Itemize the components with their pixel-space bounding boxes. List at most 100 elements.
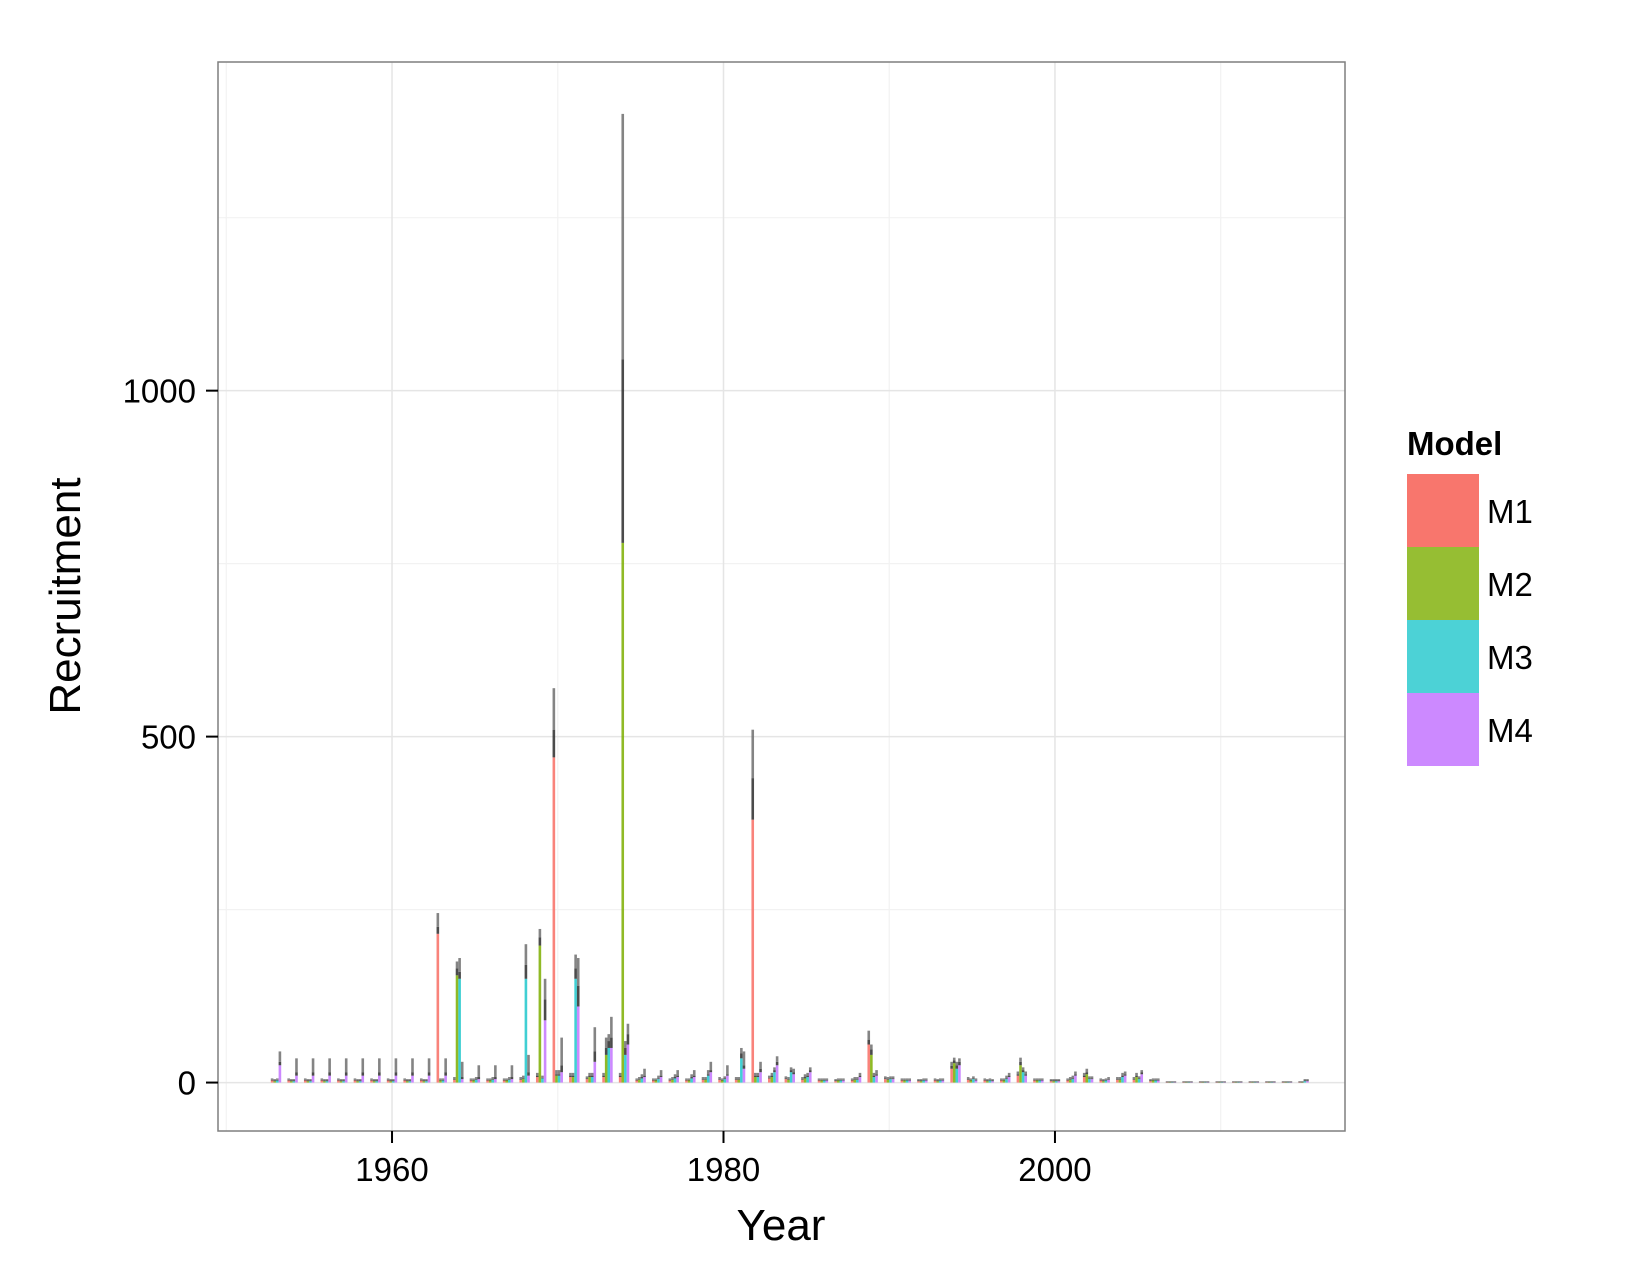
- bar-interval-upper: [950, 1061, 953, 1066]
- bar: [1121, 1077, 1124, 1083]
- bar-interval-lower: [358, 1080, 362, 1082]
- bar: [1052, 1081, 1055, 1083]
- bar: [590, 1077, 594, 1083]
- bar-interval-lower: [1019, 1061, 1022, 1066]
- bar-interval-upper: [825, 1078, 829, 1080]
- bar-interval-upper: [986, 1079, 989, 1081]
- bar: [353, 1080, 357, 1083]
- bar-interval-lower: [1035, 1079, 1039, 1081]
- bar-interval-upper: [1099, 1078, 1103, 1080]
- bar-interval-lower: [1000, 1079, 1003, 1081]
- bar-interval-upper: [1090, 1076, 1094, 1079]
- bar: [966, 1079, 970, 1083]
- bar-interval-upper: [571, 1072, 575, 1076]
- bar: [685, 1080, 688, 1083]
- bar-interval-upper: [618, 1072, 622, 1076]
- bar-interval-lower: [1157, 1079, 1160, 1081]
- bar-interval-upper: [671, 1077, 674, 1080]
- bar-interval-lower: [1033, 1079, 1036, 1081]
- bar-interval-lower: [687, 1079, 691, 1081]
- bar: [555, 1075, 558, 1083]
- bar-interval-upper: [472, 1078, 475, 1080]
- bar: [1040, 1080, 1044, 1083]
- bar-interval-lower: [1248, 1081, 1252, 1083]
- bar: [593, 1061, 597, 1083]
- bar-interval-lower: [342, 1080, 345, 1082]
- bar: [574, 978, 577, 1083]
- bar: [439, 1080, 442, 1083]
- bar-interval-upper: [820, 1078, 823, 1080]
- bar-interval-upper: [323, 1079, 326, 1081]
- bar: [1099, 1080, 1103, 1083]
- bar: [933, 1080, 937, 1083]
- y-tick-label: 500: [141, 719, 196, 756]
- bar-interval-lower: [602, 1075, 605, 1078]
- bar-interval-lower: [709, 1070, 713, 1073]
- bar-interval-upper: [718, 1077, 721, 1080]
- bar: [1149, 1081, 1152, 1083]
- bar-interval-upper: [1253, 1081, 1257, 1082]
- bar: [538, 945, 542, 1083]
- bar-interval-upper: [1005, 1075, 1008, 1079]
- bar: [386, 1080, 390, 1083]
- bar-interval-upper: [552, 688, 556, 730]
- bar-interval-upper: [276, 1078, 279, 1080]
- bar-interval-lower: [505, 1079, 509, 1081]
- bar: [875, 1075, 878, 1083]
- bar-interval-lower: [309, 1080, 312, 1082]
- bar-interval-lower: [1052, 1080, 1055, 1082]
- bar-interval-upper: [759, 1061, 762, 1069]
- bar-interval-lower: [427, 1072, 431, 1076]
- bar-interval-upper: [1218, 1081, 1221, 1082]
- bar-interval-lower: [657, 1078, 660, 1080]
- bar-interval-lower: [494, 1077, 497, 1080]
- bar-interval-lower: [604, 1047, 608, 1055]
- bar-interval-lower: [891, 1078, 895, 1080]
- bar-interval-upper: [576, 958, 580, 986]
- bar-interval-upper: [690, 1074, 693, 1078]
- bar-interval-upper: [441, 1078, 445, 1080]
- bar-interval-upper: [1054, 1079, 1058, 1081]
- bar: [486, 1080, 489, 1083]
- bar: [638, 1079, 641, 1083]
- bar-interval-lower: [817, 1079, 821, 1081]
- bar: [1071, 1079, 1075, 1083]
- bar-interval-lower: [704, 1079, 707, 1080]
- bar-interval-lower: [1066, 1079, 1069, 1081]
- bar-interval-upper: [867, 1030, 871, 1040]
- bar-interval-lower: [1170, 1081, 1174, 1083]
- bar-interval-lower: [659, 1075, 663, 1078]
- bar-interval-lower: [1057, 1080, 1061, 1082]
- bar-interval-lower: [886, 1079, 890, 1080]
- bar: [602, 1077, 605, 1083]
- bar: [1007, 1077, 1011, 1083]
- bar: [342, 1081, 345, 1083]
- bar-interval-upper: [1052, 1079, 1055, 1081]
- bar-interval-lower: [1206, 1081, 1210, 1083]
- bar-interval-upper: [839, 1078, 843, 1080]
- bar: [867, 1044, 871, 1083]
- bar-interval-lower: [640, 1077, 644, 1079]
- bar-interval-upper: [687, 1078, 691, 1080]
- bar: [922, 1080, 925, 1083]
- bar-interval-upper: [706, 1070, 710, 1075]
- bar-interval-upper: [574, 954, 577, 969]
- bar: [389, 1081, 393, 1083]
- bar-interval-lower: [607, 1041, 611, 1048]
- bar-interval-lower: [1204, 1081, 1207, 1083]
- bar-interval-upper: [488, 1078, 492, 1080]
- bar-interval-lower: [1007, 1075, 1011, 1078]
- bar-interval-lower: [1215, 1081, 1219, 1083]
- bar-interval-upper: [604, 1037, 608, 1048]
- bar-interval-upper: [538, 928, 542, 938]
- bar: [789, 1072, 793, 1083]
- bar: [505, 1080, 509, 1083]
- bar: [535, 1077, 539, 1083]
- bar-interval-upper: [557, 1070, 561, 1075]
- bar-interval-upper: [508, 1077, 511, 1080]
- bar: [378, 1075, 381, 1083]
- bar: [775, 1065, 779, 1083]
- bar-interval-upper: [1206, 1081, 1210, 1082]
- bar: [624, 1054, 627, 1083]
